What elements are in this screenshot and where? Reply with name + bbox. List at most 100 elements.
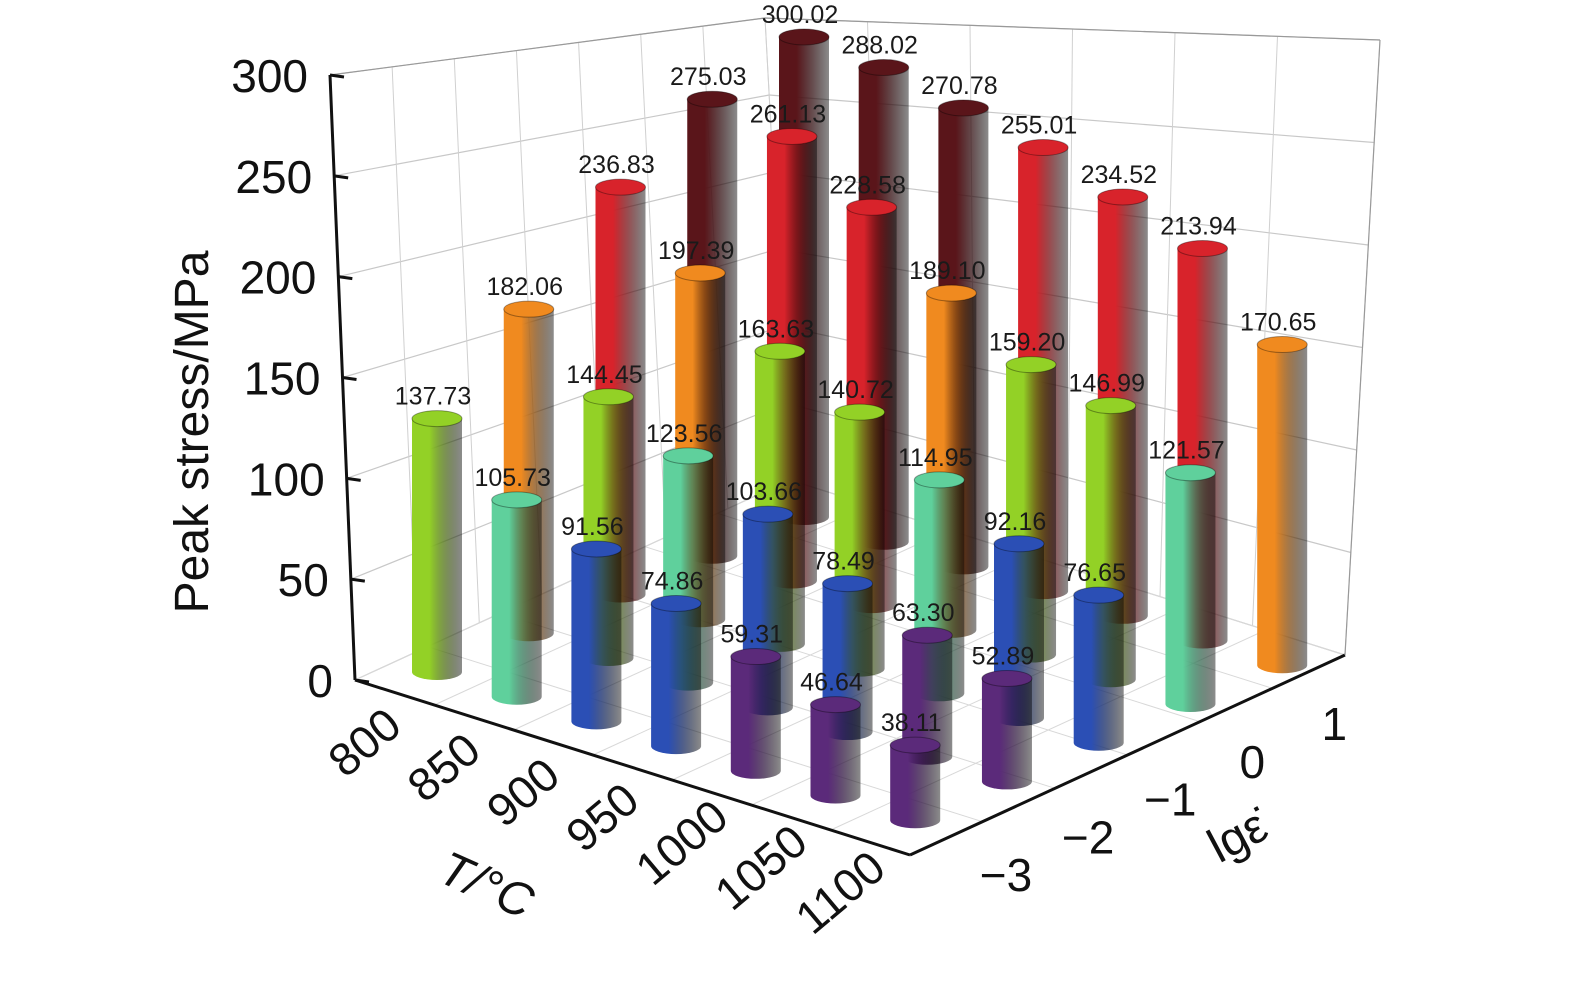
- bar-cap: [503, 300, 555, 318]
- bar-cap: [1005, 356, 1057, 374]
- y-tick-label: 1: [1322, 698, 1348, 750]
- bar-body: [571, 548, 622, 730]
- data-label: 146.99: [1069, 370, 1145, 398]
- z-tick-mark: [350, 577, 366, 583]
- data-label: 228.58: [829, 171, 905, 199]
- z-tick-label: 50: [278, 554, 329, 606]
- bar-body: [1073, 595, 1124, 751]
- grid-line: [453, 58, 480, 623]
- bar-cap: [1177, 239, 1228, 257]
- bar: 137.73: [395, 383, 471, 680]
- z-tick-label: 300: [231, 50, 308, 102]
- data-label: 74.86: [641, 567, 704, 595]
- bar-cap: [1256, 336, 1308, 354]
- axis-line: [1344, 39, 1381, 656]
- data-label: 92.16: [984, 508, 1047, 536]
- bar-body: [810, 704, 861, 804]
- z-tick-label: 0: [307, 655, 333, 707]
- grid-line: [640, 34, 667, 538]
- data-label: 163.63: [738, 315, 814, 343]
- bar-cap: [754, 342, 806, 360]
- bar-cap: [742, 505, 794, 523]
- bar-cap: [1017, 139, 1069, 157]
- data-label: 288.02: [841, 31, 917, 59]
- bar-cap: [846, 198, 898, 216]
- bar-body: [902, 635, 953, 765]
- bar-cap: [834, 403, 886, 421]
- data-label: 59.31: [721, 621, 784, 649]
- y-axis-title: lgε̇: [1199, 798, 1278, 874]
- bar-cap: [650, 594, 702, 612]
- z-tick-label: 250: [235, 151, 312, 203]
- bar-cap: [822, 575, 874, 593]
- data-label: 121.57: [1148, 437, 1224, 465]
- bar-body: [651, 603, 702, 755]
- data-label: 76.65: [1063, 559, 1126, 587]
- data-label: 255.01: [1001, 112, 1077, 140]
- z-tick-mark: [354, 678, 370, 684]
- data-label: 213.94: [1160, 212, 1237, 240]
- z-tick-label: 200: [240, 252, 317, 304]
- z-tick-mark: [329, 73, 345, 79]
- z-axis-title: Peak stress/MPa: [166, 250, 219, 613]
- z-tick-mark: [346, 476, 361, 482]
- bar-cap: [981, 669, 1033, 687]
- bar-cap: [889, 736, 941, 754]
- z-tick-mark: [338, 275, 353, 281]
- y-tick-label: 0: [1239, 736, 1265, 788]
- data-label: 170.65: [1240, 309, 1316, 337]
- bar-cap: [925, 284, 977, 302]
- bar: 63.30: [892, 599, 955, 765]
- bar-cap: [858, 58, 910, 76]
- bar-cap: [810, 696, 861, 714]
- x-tick-label: 850: [398, 723, 490, 812]
- data-label: 182.06: [487, 273, 563, 301]
- grid-line: [1159, 32, 1176, 597]
- bar: 91.56: [561, 513, 624, 730]
- bar-cap: [778, 28, 830, 46]
- grid-line: [1252, 36, 1278, 626]
- data-label: 105.73: [474, 464, 550, 492]
- bar-cap: [730, 648, 782, 666]
- data-label: 159.20: [989, 329, 1065, 357]
- bar-cap: [993, 535, 1045, 553]
- data-label: 197.39: [658, 237, 734, 265]
- data-label: 261.13: [750, 100, 826, 128]
- bar-cap: [570, 540, 622, 558]
- y-tick-label: −2: [1062, 811, 1114, 863]
- bar-cap: [913, 471, 965, 489]
- z-tick-label: 100: [248, 453, 325, 505]
- bar-body: [1257, 344, 1308, 674]
- bar: 76.65: [1063, 559, 1126, 751]
- z-tick-mark: [333, 174, 349, 180]
- bar-cap: [766, 127, 818, 145]
- data-label: 300.02: [762, 1, 838, 29]
- bar-cap: [1097, 188, 1149, 206]
- bar-cap: [674, 264, 726, 282]
- data-label: 114.95: [898, 444, 973, 472]
- bar: 74.86: [641, 567, 704, 755]
- bar-cap: [1073, 586, 1125, 604]
- bar-cap: [937, 99, 989, 117]
- data-label: 103.66: [726, 478, 802, 506]
- grid-line: [334, 94, 1375, 177]
- bar: 46.64: [800, 669, 863, 804]
- data-label: 234.52: [1081, 161, 1157, 189]
- y-tick-label: −3: [980, 849, 1032, 901]
- bar-cap: [686, 90, 738, 108]
- bar-body: [890, 745, 941, 829]
- data-label: 38.11: [881, 709, 942, 737]
- data-label: 46.64: [800, 669, 863, 697]
- data-label: 275.03: [670, 63, 746, 91]
- bar: 59.31: [721, 621, 784, 779]
- data-label: 52.89: [972, 642, 1035, 670]
- bar-cap: [1164, 464, 1216, 482]
- data-label: 144.45: [566, 361, 642, 389]
- z-tick-label: 150: [244, 353, 321, 405]
- bar-cap: [1085, 397, 1137, 415]
- bar-cap: [595, 178, 646, 196]
- data-label: 236.83: [578, 151, 654, 179]
- bar-body: [981, 678, 1032, 790]
- bar: 121.57: [1148, 437, 1225, 712]
